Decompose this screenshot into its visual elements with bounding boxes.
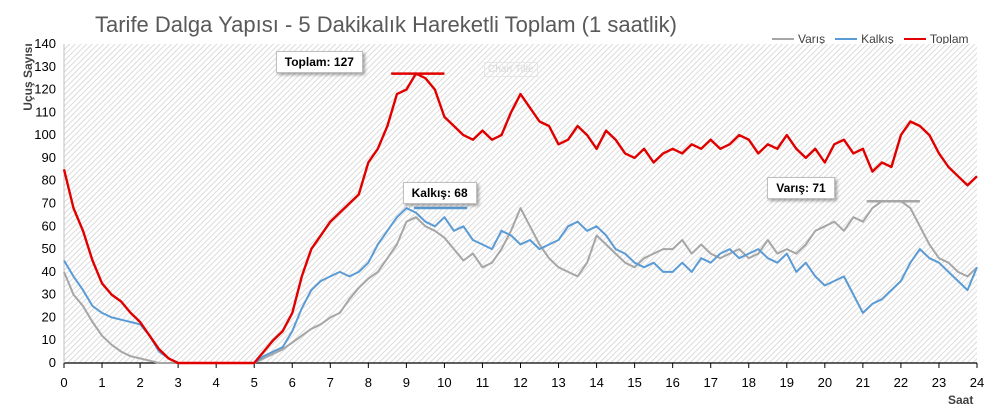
series-line-toplam bbox=[62, 72, 978, 365]
y-tick-label: 40 bbox=[42, 264, 56, 279]
x-tick-label: 11 bbox=[476, 375, 490, 390]
callout-varis: Varış: 71 bbox=[767, 177, 835, 200]
y-tick-label: 20 bbox=[42, 309, 56, 324]
legend: Varış Kalkış Toplam bbox=[772, 32, 969, 46]
x-tick-label: 8 bbox=[365, 375, 372, 390]
x-tick-label: 2 bbox=[136, 375, 143, 390]
x-tick-label: 19 bbox=[780, 375, 794, 390]
y-tick-label: 0 bbox=[49, 355, 56, 370]
x-tick-label: 20 bbox=[818, 375, 832, 390]
y-tick-label: 130 bbox=[34, 59, 56, 74]
x-tick-label: 18 bbox=[742, 375, 756, 390]
x-tick-label: 15 bbox=[627, 375, 641, 390]
x-tick-label: 1 bbox=[98, 375, 105, 390]
series-layer bbox=[62, 72, 978, 365]
x-tick-label: 21 bbox=[856, 375, 870, 390]
peak-markers bbox=[391, 72, 920, 210]
legend-swatch-varis bbox=[772, 38, 794, 40]
y-tick-label: 50 bbox=[42, 241, 56, 256]
x-tick-label: 0 bbox=[60, 375, 67, 390]
legend-label-toplam: Toplam bbox=[929, 32, 969, 46]
callout-toplam: Toplam: 127 bbox=[275, 50, 363, 73]
y-tick-label: 90 bbox=[42, 150, 56, 165]
x-tick-label: 7 bbox=[327, 375, 334, 390]
y-tick-labels: 0 10 20 30 40 50 60 70 80 90 100 110 120 130 140 bbox=[34, 36, 56, 370]
x-tick-label: 5 bbox=[251, 375, 258, 390]
x-tick-label: 14 bbox=[589, 375, 603, 390]
x-tick-label: 4 bbox=[213, 375, 220, 390]
x-tick-label: 12 bbox=[513, 375, 527, 390]
x-tick-label: 9 bbox=[403, 375, 410, 390]
x-tick-label: 13 bbox=[551, 375, 565, 390]
chart-title: Tarife Dalga Yapısı - 5 Dakikalık Hareke… bbox=[95, 12, 678, 37]
x-tick-label: 24 bbox=[970, 375, 984, 390]
y-tick-label: 60 bbox=[42, 218, 56, 233]
y-tick-label: 10 bbox=[42, 332, 56, 347]
x-tick-label: 17 bbox=[703, 375, 717, 390]
legend-label-kalkis: Kalkış bbox=[861, 32, 894, 46]
x-tick-labels: 0 1 2 3 4 5 6 7 8 9 10 11 12 13 14 15 16 17 18 19 20 21 22 23 24 bbox=[60, 375, 984, 390]
legend-item-kalkis: Kalkış bbox=[835, 32, 894, 46]
y-tick-label: 140 bbox=[34, 36, 56, 51]
x-axis-label: Saat bbox=[948, 393, 974, 407]
y-tick-label: 30 bbox=[42, 287, 56, 302]
legend-item-varis: Varış bbox=[772, 32, 825, 46]
y-tick-label: 100 bbox=[34, 127, 56, 142]
y-tick-label: 80 bbox=[42, 173, 56, 188]
y-tick-label: 110 bbox=[35, 104, 56, 119]
callout-kalkis: Kalkış: 68 bbox=[402, 182, 477, 205]
x-tick-label: 23 bbox=[932, 375, 946, 390]
legend-swatch-toplam bbox=[903, 38, 926, 40]
legend-item-toplam: Toplam bbox=[903, 32, 969, 46]
x-tick-label: 10 bbox=[437, 375, 451, 390]
x-tick-label: 6 bbox=[289, 375, 296, 390]
legend-label-varis: Varış bbox=[798, 32, 826, 46]
x-tick-label: 16 bbox=[665, 375, 679, 390]
legend-swatch-kalkis bbox=[835, 38, 858, 40]
ghost-chart-title: Chart Title bbox=[484, 62, 538, 77]
y-tick-label: 120 bbox=[34, 82, 56, 97]
y-tick-label: 70 bbox=[42, 196, 56, 211]
plot-background bbox=[64, 44, 977, 363]
x-tick-label: 3 bbox=[175, 375, 182, 390]
x-tick-label: 22 bbox=[894, 375, 908, 390]
